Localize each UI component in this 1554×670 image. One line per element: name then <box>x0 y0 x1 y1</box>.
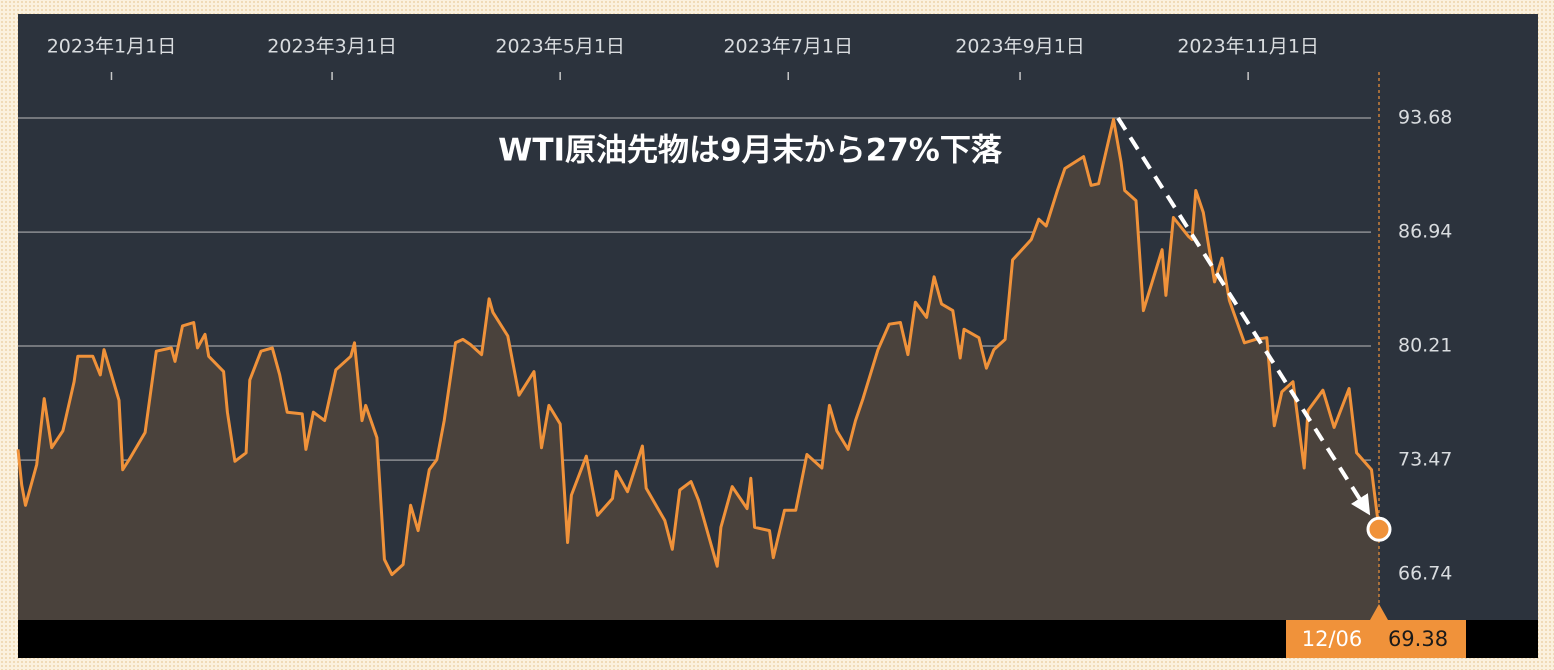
annotation: WTI原油先物は9月末から27%下落 <box>498 133 1003 169</box>
y-tick-label: 66.74 <box>1398 562 1452 584</box>
value-badge <box>1286 620 1466 658</box>
last-point <box>1366 516 1392 542</box>
area-fill <box>18 119 1379 621</box>
y-tick-label: 73.47 <box>1398 449 1452 471</box>
badge-date: 12/06 <box>1302 627 1363 651</box>
badge-pointer <box>1370 604 1388 620</box>
x-tick-label: 2023年1月1日 <box>47 36 177 58</box>
bottom-band <box>18 620 1538 658</box>
y-tick-label: 86.94 <box>1398 221 1452 243</box>
price-line <box>16 117 1381 577</box>
trend-arrow <box>1116 116 1371 516</box>
x-tick-label: 2023年7月1日 <box>723 36 853 58</box>
badge-value: 69.38 <box>1388 627 1448 651</box>
y-tick-label: 80.21 <box>1398 335 1452 357</box>
x-tick-label: 2023年9月1日 <box>955 36 1085 58</box>
x-tick-label: 2023年3月1日 <box>267 36 397 58</box>
marks <box>16 117 1381 577</box>
y-tick-label: 93.68 <box>1398 107 1452 129</box>
x-tick-label: 2023年11月1日 <box>1177 36 1319 58</box>
x-tick-label: 2023年5月1日 <box>495 36 625 58</box>
